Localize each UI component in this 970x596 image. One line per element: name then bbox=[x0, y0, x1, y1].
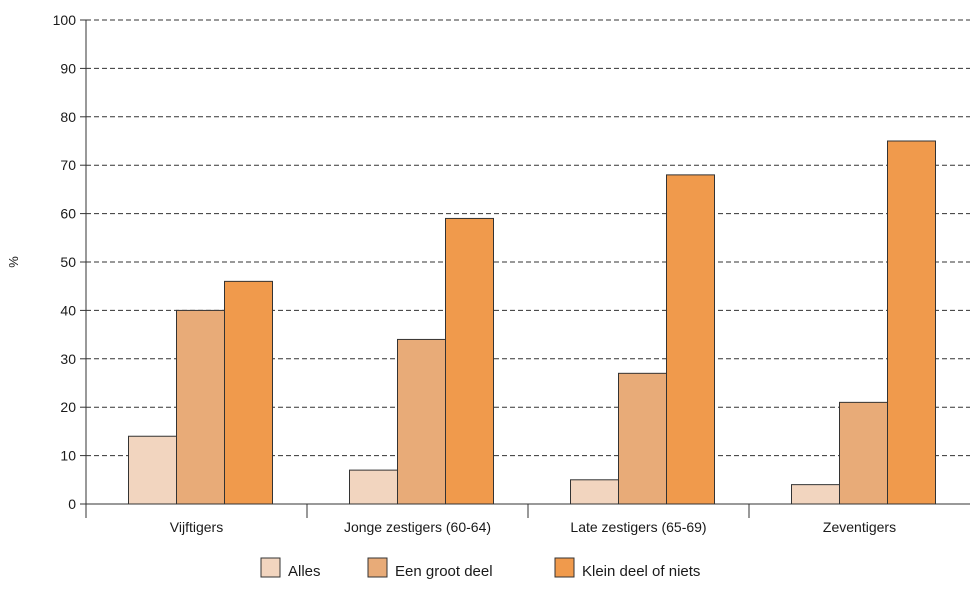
y-tick-label: 40 bbox=[60, 302, 76, 318]
bar-klein-deel-of-niets-2 bbox=[445, 217, 494, 505]
bar-alles-4 bbox=[791, 484, 840, 505]
bar-klein-deel-of-niets-1 bbox=[224, 280, 273, 505]
legend-label: Alles bbox=[288, 563, 321, 580]
legend: Alles Een groot deel Klein deel of niets bbox=[260, 557, 700, 580]
legend-swatch bbox=[260, 557, 281, 578]
y-tick-label: 10 bbox=[60, 448, 76, 464]
bars bbox=[128, 140, 936, 505]
y-tick-label: 90 bbox=[60, 60, 76, 76]
axes bbox=[80, 19, 970, 518]
legend-swatch bbox=[554, 557, 575, 578]
y-tick-label: 30 bbox=[60, 351, 76, 367]
legend-swatch bbox=[367, 557, 388, 578]
y-tick-label: 70 bbox=[60, 157, 76, 173]
y-tick-label: 60 bbox=[60, 206, 76, 222]
legend-label: Klein deel of niets bbox=[582, 563, 700, 580]
bar-een-groot-deel-2 bbox=[397, 338, 446, 505]
y-tick-label: 50 bbox=[60, 254, 76, 270]
category-label: Zeventigers bbox=[823, 519, 896, 535]
y-tick-label: 0 bbox=[68, 496, 76, 512]
category-label: Vijftigers bbox=[170, 519, 223, 535]
legend-label: Een groot deel bbox=[395, 563, 493, 580]
bar-klein-deel-of-niets-3 bbox=[666, 174, 715, 505]
bar-een-groot-deel-4 bbox=[839, 401, 888, 505]
y-tick-label: 100 bbox=[53, 12, 77, 28]
y-tick-labels: 0 10 20 30 40 50 60 70 80 90 100 bbox=[53, 12, 77, 512]
y-axis-label: % bbox=[6, 256, 21, 268]
bar-alles-1 bbox=[128, 435, 177, 505]
y-tick-label: 20 bbox=[60, 399, 76, 415]
bar-alles-2 bbox=[349, 469, 398, 505]
bar-klein-deel-of-niets-4 bbox=[887, 140, 936, 505]
bar-alles-3 bbox=[570, 479, 619, 505]
category-labels: Vijftigers Jonge zestigers (60-64) Late ze… bbox=[170, 519, 896, 535]
category-label: Late zestigers (65-69) bbox=[570, 519, 706, 535]
bar-een-groot-deel-1 bbox=[176, 309, 225, 505]
y-tick-label: 80 bbox=[60, 109, 76, 125]
bar-een-groot-deel-3 bbox=[618, 372, 667, 505]
category-label: Jonge zestigers (60-64) bbox=[344, 519, 491, 535]
